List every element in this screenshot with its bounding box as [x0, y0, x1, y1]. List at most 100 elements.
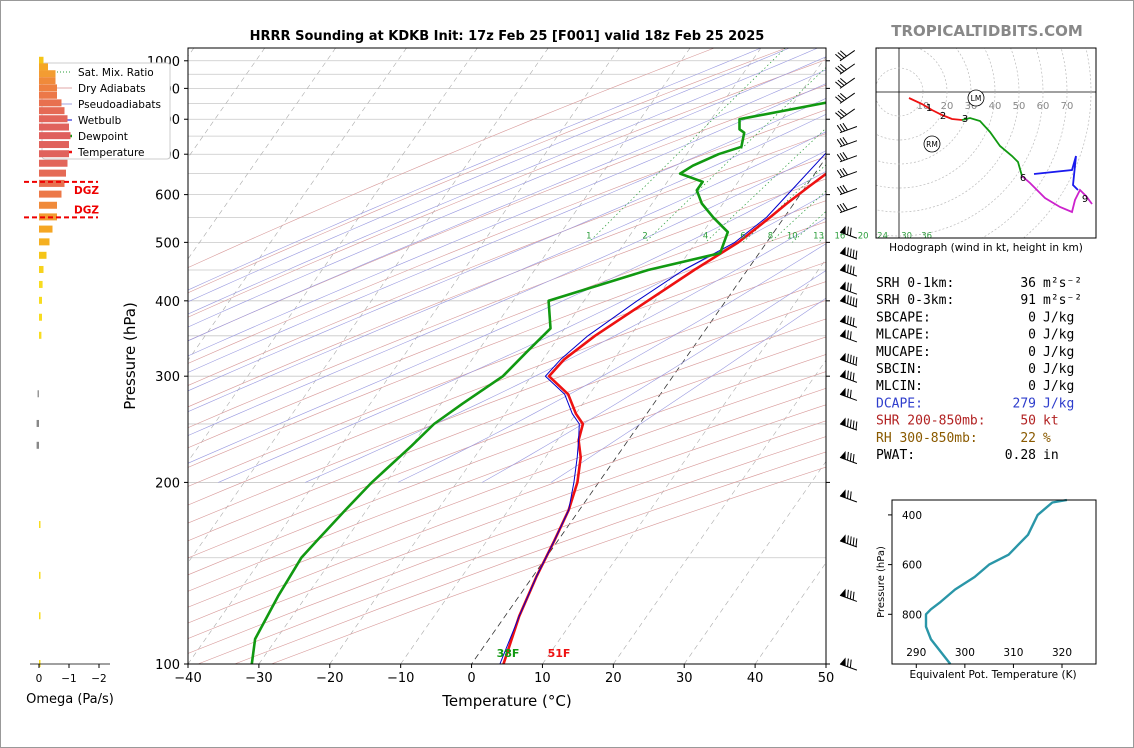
param-unit: %: [1043, 431, 1051, 446]
barb-feather: [839, 138, 846, 146]
y-tick-label: 100: [155, 658, 180, 673]
param-unit: m²s⁻²: [1043, 276, 1082, 291]
barb-feather: [839, 108, 847, 116]
pseudoadiabat: [550, 297, 826, 483]
barb-feather: [852, 420, 855, 429]
barb-feather: [852, 453, 855, 463]
omega-panel: 0 −1 −2 Omega (Pa/s) DGZ DGZ: [24, 56, 114, 707]
dry-adiabat: [188, 261, 826, 506]
param-label: SRH 0-3km:: [876, 293, 954, 308]
series-dewpoint: [250, 101, 826, 664]
wind-barb: [839, 314, 858, 328]
barb-feather: [847, 388, 849, 398]
hodo-ring-label: 30: [965, 101, 978, 112]
barb-feather: [849, 389, 852, 399]
wind-barb: [835, 50, 856, 62]
hodo-marker-label: LM: [971, 94, 982, 103]
pseudoadiabat: [188, 171, 826, 464]
barb-feather: [852, 297, 855, 306]
skewt-axes-frame: [187, 47, 827, 665]
param-unit: kt: [1043, 414, 1059, 429]
hodo-ring-label: 70: [1061, 101, 1074, 112]
dry-adiabat: [188, 109, 826, 364]
barb-staff: [839, 375, 858, 383]
barb-feather: [847, 330, 849, 339]
pseudoadiabat: [188, 98, 826, 373]
pseudoadiabat: [188, 69, 826, 342]
barb-staff: [839, 92, 856, 104]
barb-feather: [835, 67, 842, 74]
skewt-series: [250, 101, 826, 664]
pseudoadiabat: [188, 113, 826, 392]
theta-e-ytick-label: 800: [902, 609, 922, 621]
omega-bar: [39, 169, 66, 177]
param-value: 91: [1020, 293, 1036, 308]
wind-barbs: [835, 50, 858, 671]
mixing-ratio-label: 4: [703, 231, 708, 241]
param-unit: J/kg: [1043, 396, 1074, 411]
hodo-height-label: 1: [926, 103, 932, 114]
omega-bar: [37, 390, 39, 398]
hodo-ring-label: 50: [1013, 101, 1026, 112]
wind-barb: [839, 417, 858, 431]
barb-feather: [839, 63, 847, 71]
omega-bar: [39, 77, 56, 85]
wind-barb: [839, 352, 858, 366]
dry-adiabat: [188, 241, 826, 487]
barb-feather: [849, 536, 852, 545]
wind-barb: [839, 534, 858, 548]
barb-staff: [839, 187, 858, 196]
dry-adiabat: [197, 436, 826, 664]
dry-adiabat: [188, 200, 826, 449]
dry-adiabat: [188, 336, 826, 576]
wind-barb: [839, 588, 858, 602]
hodo-ring: [876, 48, 996, 189]
wind-barb: [839, 657, 858, 671]
mixing-ratio-label: 36: [921, 231, 932, 241]
barb-feather: [849, 316, 852, 326]
omega-bar: [39, 56, 44, 64]
param-label: MLCIN:: [876, 379, 923, 394]
wind-barb: [836, 122, 858, 134]
theta-e-xtick-label: 300: [955, 647, 975, 659]
wind-barb: [836, 167, 858, 179]
barb-staff: [839, 50, 856, 62]
dry-adiabat: [234, 451, 826, 664]
mixing-ratio-line: [588, 48, 786, 243]
wind-barb: [839, 489, 858, 503]
wind-barb: [836, 151, 858, 163]
barb-pennant: [840, 417, 846, 427]
param-unit: J/kg: [1043, 379, 1074, 394]
legend-label: Temperature: [77, 147, 145, 159]
pseudoadiabat: [188, 131, 826, 413]
barb-feather: [847, 418, 849, 427]
dry-adiabat: [188, 48, 715, 268]
wind-barb: [839, 450, 858, 465]
barb-staff: [839, 320, 858, 328]
isotherm-line: [258, 48, 691, 664]
barb-staff: [839, 269, 858, 277]
barb-feather: [849, 491, 852, 500]
dgz-label: DGZ: [74, 185, 99, 197]
skewt-xlabel: Temperature (°C): [441, 692, 571, 710]
pseudoadiabat: [188, 56, 826, 328]
mixing-ratio-label: 30: [901, 231, 912, 241]
isotherm-line: [471, 156, 826, 664]
wind-barb: [839, 369, 858, 383]
theta-e-panel: 290 300 310 320 400 600 800 Equivalent Pot. Te…: [876, 498, 1097, 681]
dry-adiabat: [188, 178, 826, 428]
omega-bar: [39, 70, 56, 78]
surface-dewpoint-label: 38F: [497, 647, 520, 660]
barb-pennant: [840, 281, 846, 291]
barb-feather: [839, 203, 846, 212]
hodo-ring-label: 10: [917, 101, 930, 112]
param-label: SBCIN:: [876, 362, 923, 377]
hodo-segment: [908, 97, 963, 121]
hodo-ring-label: 60: [1037, 101, 1050, 112]
barb-feather: [842, 151, 848, 160]
barb-staff: [839, 594, 858, 602]
mixing-ratio-label: 16: [834, 231, 845, 241]
omega-bar: [39, 107, 65, 115]
skewt-xticks: −40 −30 −20 −10 0 10 20 30 40 50: [174, 664, 834, 686]
